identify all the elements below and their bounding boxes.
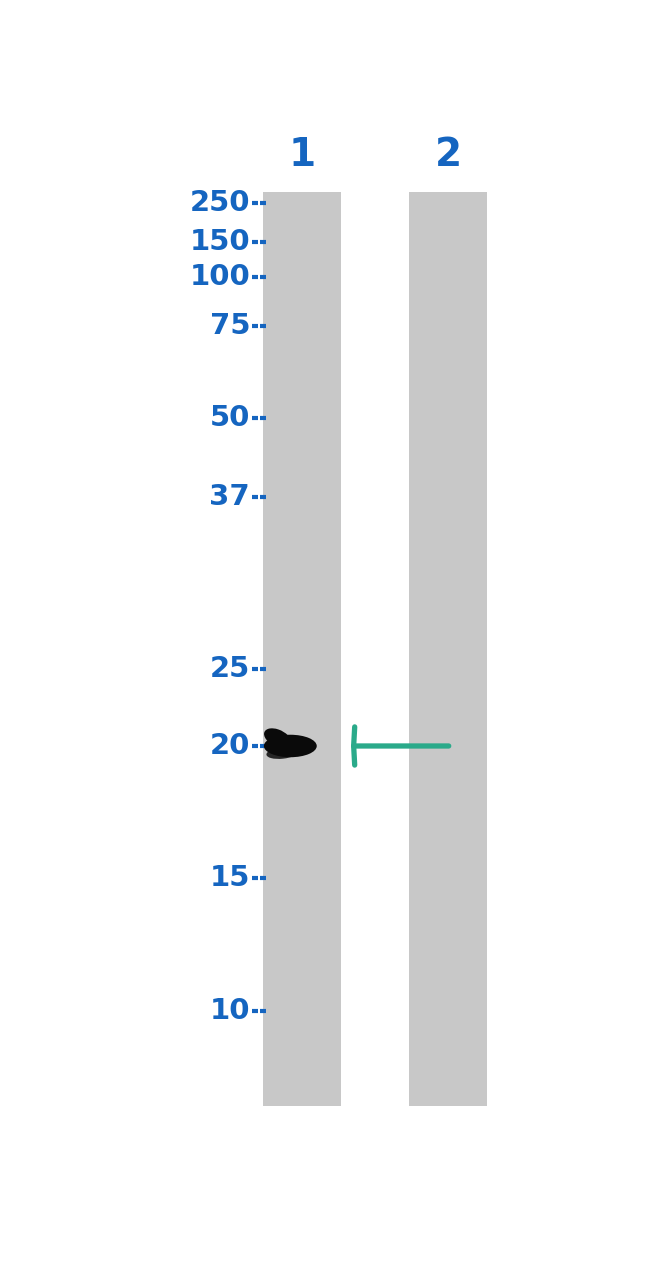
Text: 25: 25 — [210, 655, 250, 683]
Text: 15: 15 — [210, 864, 250, 892]
Text: 250: 250 — [190, 189, 250, 217]
Text: 1: 1 — [289, 136, 315, 174]
Text: 150: 150 — [189, 229, 250, 257]
Bar — [263, 192, 341, 1106]
Text: 20: 20 — [210, 732, 250, 759]
Text: 37: 37 — [209, 483, 250, 511]
Ellipse shape — [266, 747, 299, 759]
Bar — [409, 192, 487, 1106]
Text: 50: 50 — [210, 404, 250, 432]
Text: 100: 100 — [189, 263, 250, 291]
Text: 10: 10 — [209, 997, 250, 1025]
Text: 2: 2 — [434, 136, 462, 174]
Ellipse shape — [264, 728, 291, 748]
Ellipse shape — [264, 735, 317, 757]
Text: 75: 75 — [209, 312, 250, 340]
